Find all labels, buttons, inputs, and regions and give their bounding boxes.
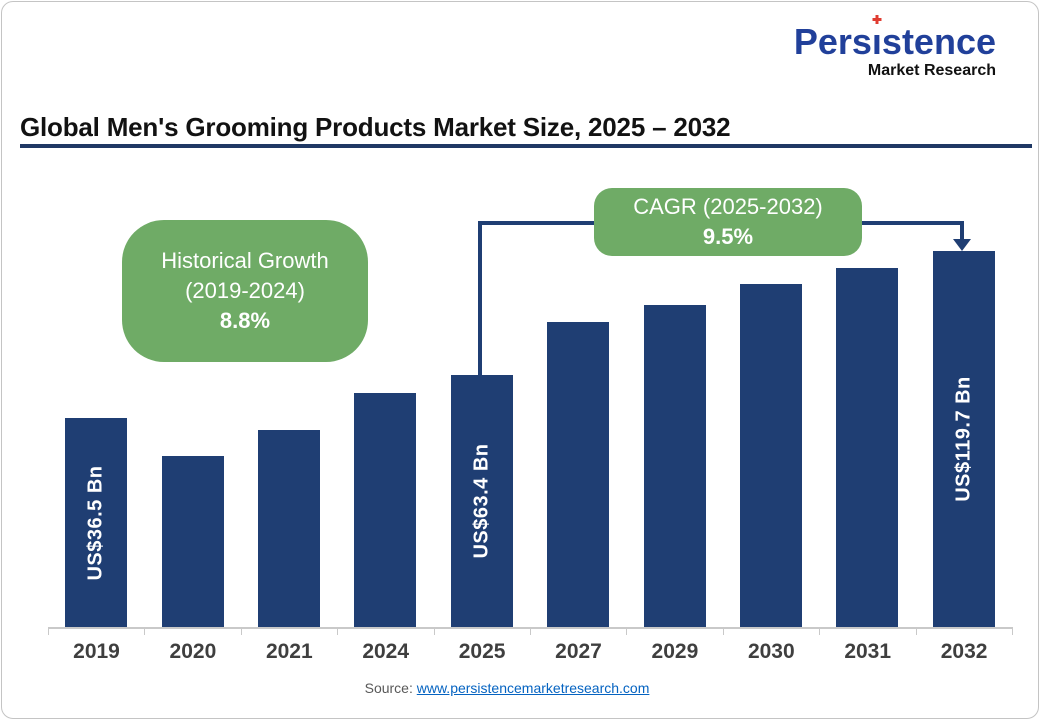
x-tick-label-2024: 2024	[362, 640, 410, 663]
x-tick-label-2025: 2025	[458, 640, 506, 663]
bar-2019: US$36.5 Bn	[65, 418, 128, 627]
axis-tick	[915, 627, 917, 635]
page-title: Global Men's Grooming Products Market Si…	[20, 112, 731, 142]
bar-value-label-2032: US$119.7 Bn	[952, 376, 975, 502]
cagr-arrow-line-right	[960, 221, 964, 241]
bar-2025: US$63.4 Bn	[450, 375, 513, 627]
bar-2031	[836, 268, 899, 627]
x-tick-label-2029: 2029	[651, 640, 699, 663]
bar-2032: US$119.7 Bn	[932, 251, 995, 627]
axis-tick	[240, 627, 242, 635]
bar-2021	[258, 430, 320, 627]
axis-tick	[144, 627, 146, 635]
x-tick-label-2020: 2020	[169, 640, 217, 663]
pmr-logo: Persı stence Market Research	[794, 15, 996, 79]
cagr-arrow-line-left	[478, 221, 482, 375]
historical-growth-label: Historical Growth	[161, 248, 329, 274]
bar-value-label-2025: US$63.4 Bn	[470, 443, 493, 559]
cagr-callout: CAGR (2025-2032) 9.5%	[594, 188, 862, 256]
bar-2024	[354, 393, 417, 627]
cagr-label: CAGR (2025-2032)	[633, 194, 823, 220]
axis-tick	[48, 627, 49, 635]
axis-tick	[819, 627, 821, 635]
x-tick-label-2030: 2030	[747, 640, 795, 663]
historical-growth-range: (2019-2024)	[185, 278, 305, 304]
bar-2027	[547, 322, 610, 627]
source-line: Source: www.persistencemarketresearch.co…	[2, 680, 1012, 696]
historical-growth-callout: Historical Growth (2019-2024) 8.8%	[122, 220, 368, 362]
axis-tick	[433, 627, 435, 635]
logo-brand-text: Persı stence	[794, 15, 996, 60]
title-underline	[20, 144, 1032, 148]
axis-tick	[530, 627, 531, 635]
x-tick-label-2027: 2027	[555, 640, 602, 663]
x-tick-label-2019: 2019	[73, 640, 120, 663]
x-tick-label-2032: 2032	[940, 640, 988, 663]
logo-red-cross-icon	[872, 15, 882, 24]
bar-value-label-2019: US$36.5 Bn	[84, 464, 107, 581]
cagr-arrowhead-icon	[953, 239, 971, 251]
bar-2029	[643, 305, 706, 627]
cagr-value: 9.5%	[702, 224, 754, 249]
axis-tick	[1012, 627, 1013, 635]
historical-growth-value: 8.8%	[219, 307, 271, 333]
bar-2020	[161, 456, 224, 627]
x-tick-label-2021: 2021	[265, 640, 313, 663]
bar-2030	[740, 284, 802, 627]
axis-tick	[722, 627, 724, 635]
source-label: Source:	[364, 680, 413, 696]
axis-tick	[337, 627, 339, 635]
logo-subtitle: Market Research	[867, 62, 996, 79]
axis-tick	[626, 627, 628, 635]
source-link[interactable]: www.persistencemarketresearch.com	[416, 680, 650, 696]
x-tick-label-2031: 2031	[844, 640, 892, 663]
